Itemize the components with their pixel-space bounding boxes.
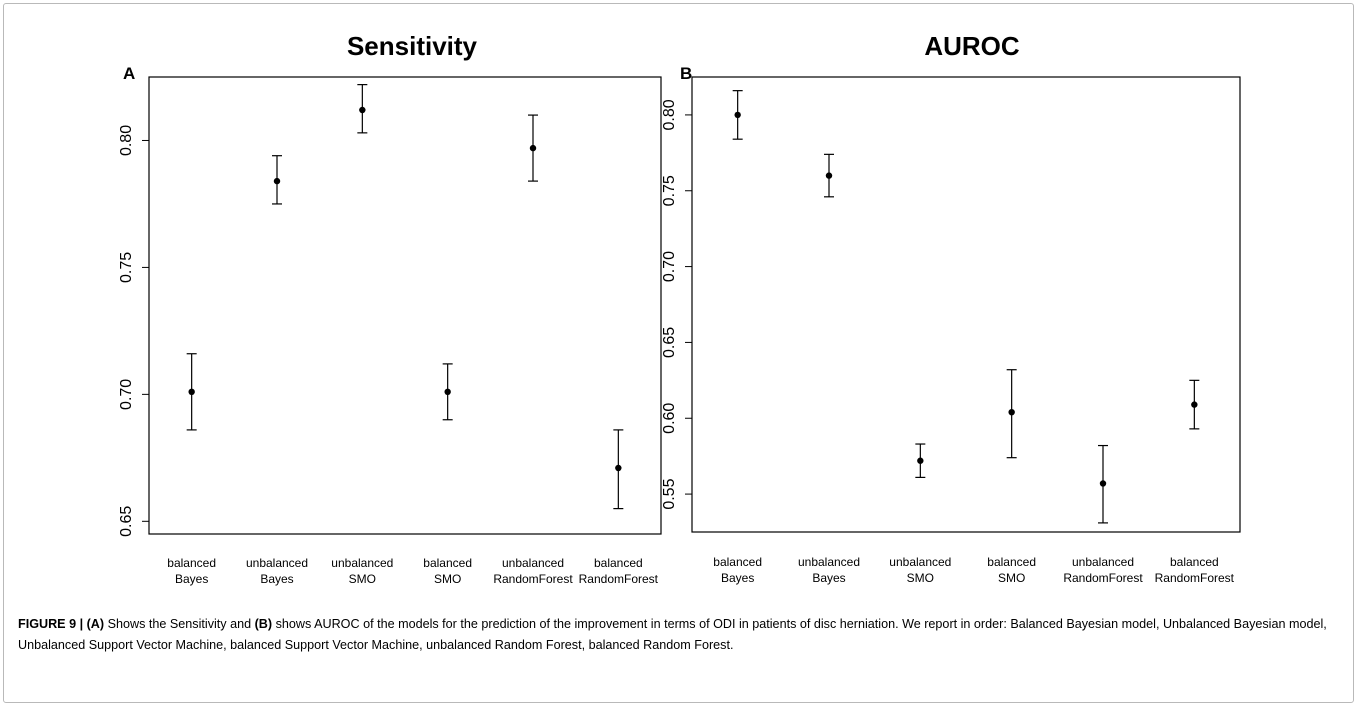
panel-letter: B: [680, 64, 692, 83]
caption-ref-a: (A): [86, 617, 105, 631]
data-point: [1099, 480, 1107, 487]
x-tick-label: unbalanced SMO: [889, 555, 951, 585]
y-tick-label: 0.70: [661, 251, 678, 282]
caption-text-2: shows AUROC of the models for the predic…: [18, 617, 1327, 652]
x-tick-label-line: SMO: [434, 572, 461, 586]
panel-letter: A: [123, 64, 135, 83]
chart-panel-a: A Sensitivity 0.65 0.70 0.75 0.80 balanced Baye…: [118, 31, 662, 586]
chart-panel-b: B AUROC 0.55 0.60 0.65 0.70 0.75 0.80 balanced Ba…: [661, 31, 1241, 585]
data-point: [1191, 401, 1198, 408]
figure-charts: A Sensitivity 0.65 0.70 0.75 0.80 balanced Baye…: [118, 31, 1241, 586]
y-tick-label: 0.80: [118, 125, 135, 156]
x-tick-label-line: SMO: [349, 572, 376, 586]
y-tick-label: 0.65: [661, 327, 678, 358]
y-tick-label: 0.75: [118, 252, 135, 283]
x-tick-label: balanced Bayes: [713, 555, 762, 585]
data-point: [359, 106, 366, 114]
x-tick-label-line: unbalanced: [889, 555, 951, 569]
x-tick-label-line: balanced: [987, 555, 1036, 569]
x-tick-label-line: Bayes: [721, 571, 754, 585]
data-point: [529, 144, 537, 152]
y-tick-label: 0.75: [661, 175, 678, 206]
caption-ref-b: (B): [254, 617, 273, 631]
plot-frame: [691, 76, 1241, 533]
caption-text-1: Shows the Sensitivity and: [104, 617, 255, 631]
x-tick-label: unbalanced Bayes: [246, 556, 308, 586]
y-tick-label: 0.65: [118, 506, 135, 537]
x-tick-label-line: SMO: [907, 571, 934, 585]
x-tick-label-line: RandomForest: [1063, 571, 1143, 585]
data-point: [917, 457, 924, 464]
x-tick-label: balanced SMO: [987, 555, 1036, 585]
y-tick-label: 0.55: [661, 478, 678, 509]
x-tick-label: balanced Bayes: [167, 556, 216, 586]
chart-title: AUROC: [924, 31, 1020, 61]
data-point: [188, 388, 195, 396]
x-tick-label-line: unbalanced: [1072, 555, 1134, 569]
x-tick-label-line: balanced: [167, 556, 216, 570]
data-point: [615, 464, 622, 472]
x-tick-label-line: balanced: [1170, 555, 1219, 569]
data-point: [444, 388, 451, 396]
figure-caption: FIGURE 9 | (A) Shows the Sensitivity and…: [18, 614, 1338, 656]
caption-figure-label: FIGURE 9 |: [18, 617, 84, 631]
x-tick-label: unbalanced RandomForest: [493, 556, 573, 586]
x-tick-label-line: balanced: [713, 555, 762, 569]
x-tick-label-line: Bayes: [260, 572, 293, 586]
x-tick-label: balanced RandomForest: [579, 556, 659, 586]
x-tick-label-line: SMO: [998, 571, 1025, 585]
data-point: [273, 177, 281, 185]
x-tick-label-line: balanced: [423, 556, 472, 570]
figure-frame: [3, 3, 1354, 703]
x-tick-label-line: unbalanced: [798, 555, 860, 569]
x-tick-label: unbalanced Bayes: [798, 555, 860, 585]
x-tick-label-line: unbalanced: [502, 556, 564, 570]
x-tick-label-line: unbalanced: [246, 556, 308, 570]
x-tick-label-line: unbalanced: [331, 556, 393, 570]
x-tick-label: unbalanced RandomForest: [1063, 555, 1143, 585]
data-point: [1008, 408, 1015, 416]
x-tick-label: balanced RandomForest: [1155, 555, 1235, 585]
x-tick-label-line: Bayes: [175, 572, 208, 586]
x-tick-label-line: balanced: [594, 556, 643, 570]
plot-frame: [148, 76, 662, 535]
data-point: [734, 111, 741, 119]
x-tick-label-line: RandomForest: [579, 572, 659, 586]
x-tick-label-line: Bayes: [812, 571, 845, 585]
x-tick-label-line: RandomForest: [1155, 571, 1235, 585]
y-tick-label: 0.80: [661, 99, 678, 130]
x-tick-label: unbalanced SMO: [331, 556, 393, 586]
y-tick-label: 0.60: [661, 403, 678, 434]
data-point: [825, 172, 833, 179]
x-tick-label-line: RandomForest: [493, 572, 573, 586]
chart-title: Sensitivity: [347, 31, 478, 61]
y-tick-label: 0.70: [118, 379, 135, 410]
x-tick-label: balanced SMO: [423, 556, 472, 586]
